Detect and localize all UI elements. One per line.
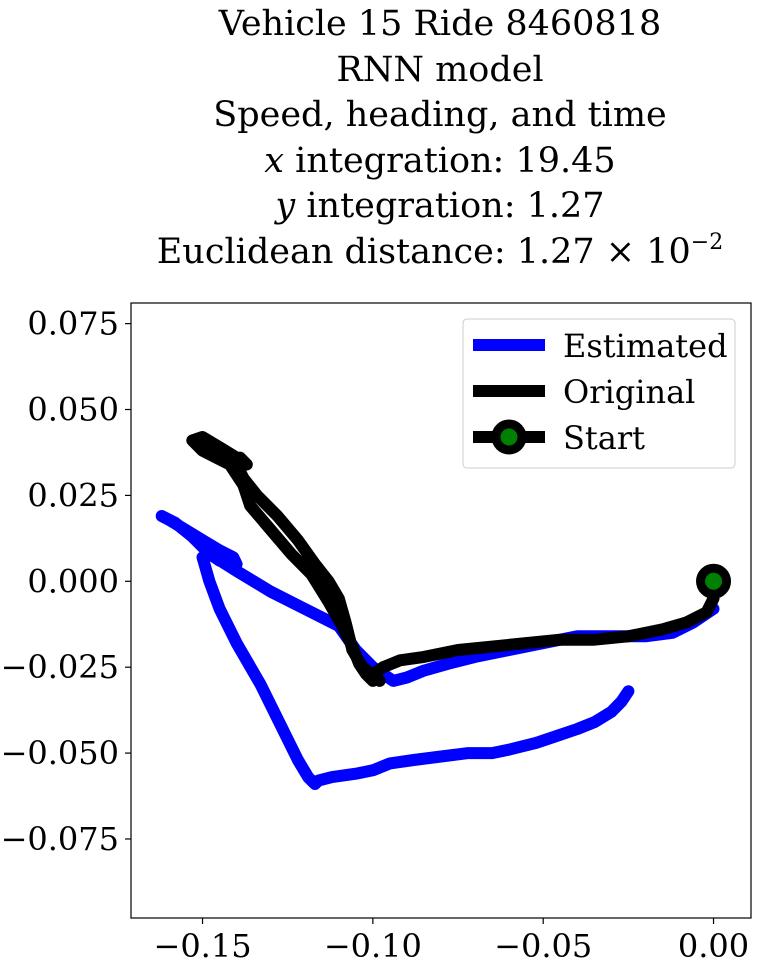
legend-box [462, 318, 736, 469]
title-line-2: RNN model [336, 49, 544, 90]
x-tick-label: 0.00 [678, 927, 749, 965]
x-tick-label: −0.10 [324, 927, 422, 965]
title-x-var: x [264, 140, 285, 181]
series-line-estimated [155, 510, 720, 790]
y-tick-label: −0.075 [1, 820, 119, 858]
y-tick-label: 0.025 [27, 476, 119, 514]
legend: Estimated Original Start [462, 318, 736, 469]
title-y-text: integration: 1.27 [295, 186, 605, 226]
title-line-4: x integration: 19.45 [60, 139, 758, 185]
y-tick-label: −0.025 [1, 648, 119, 686]
title-distance-exponent: −2 [690, 229, 724, 255]
legend-original-label: Original [563, 373, 695, 411]
chart-title: Vehicle 15 Ride 8460818 RNN model Speed,… [60, 0, 758, 279]
series-line-original [186, 431, 720, 687]
legend-estimated-label: Estimated [563, 327, 728, 365]
legend-start-label: Start [563, 419, 645, 457]
title-y-var: y [275, 186, 296, 226]
tick-layer: −0.15 −0.10 −0.05 0.00 0.075 0.050 0.025 0.000 −… [1, 305, 750, 965]
title-x-text: integration: 19.45 [284, 140, 616, 181]
x-tick-label: −0.15 [154, 927, 252, 965]
title-line-1: Vehicle 15 Ride 8460818 [218, 4, 662, 44]
start-marker [696, 563, 732, 599]
y-tick-label: −0.050 [1, 734, 119, 772]
legend-start-marker [491, 419, 527, 455]
title-line-5: y integration: 1.27 [60, 184, 758, 230]
y-tick-label: 0.050 [27, 391, 119, 429]
title-distance-text: Euclidean distance: 1.27 × 10 [156, 231, 691, 272]
y-tick-label: 0.075 [27, 305, 119, 343]
series-layer [155, 431, 732, 790]
y-tick-label: 0.000 [27, 562, 119, 600]
x-tick-label: −0.05 [494, 927, 592, 965]
axes-frame [130, 302, 752, 919]
title-line-3: Speed, heading, and time [213, 95, 667, 135]
title-line-6: Euclidean distance: 1.27 × 10−2 [60, 230, 758, 280]
